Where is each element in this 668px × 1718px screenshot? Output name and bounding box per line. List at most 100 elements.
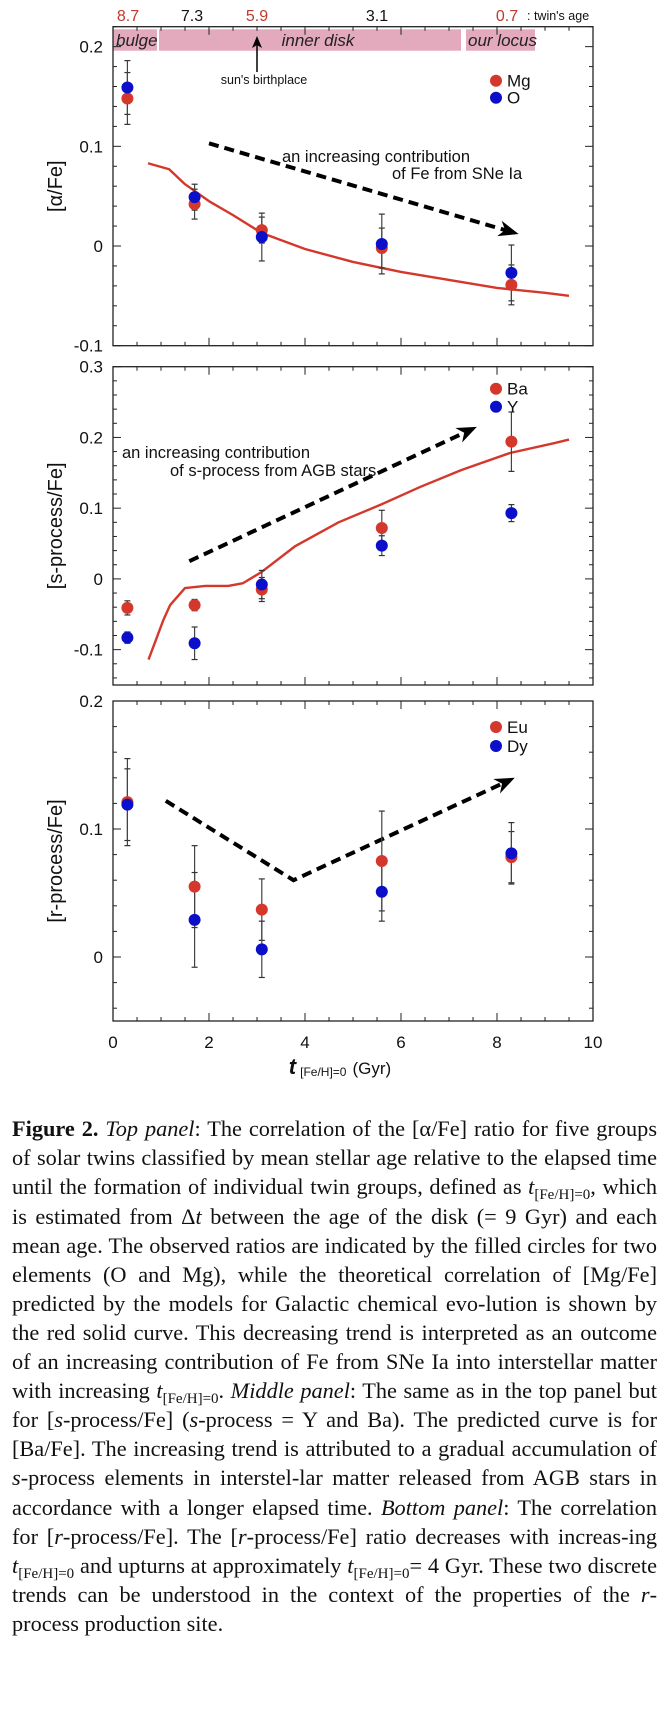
y-tick-label: 0 (94, 570, 103, 589)
figure-caption: Figure 2. Top panel: The correlation of … (12, 1114, 657, 1638)
y-axis-title: [s-process/Fe] (45, 462, 67, 589)
region-label: inner disk (282, 31, 356, 50)
data-point-ba (505, 435, 518, 448)
caption-text: Bottom panel (380, 1494, 504, 1520)
y-tick-label: 0.1 (79, 820, 103, 839)
legend-label: Y (507, 398, 518, 417)
x-tick-label: 4 (300, 1033, 309, 1052)
data-point-ba (188, 599, 201, 612)
y-axis-title: [α/Fe] (45, 160, 67, 212)
twin-age-label: 0.7 (496, 8, 518, 25)
caption-text: : The same as in the top panel but for [ (12, 1378, 657, 1433)
data-point-o (375, 238, 388, 251)
y-tick-label: 0.2 (79, 692, 103, 711)
twin-age-label: 8.7 (117, 8, 139, 25)
caption-text: -process = Y and Ba). The predicted curv… (12, 1407, 657, 1462)
trend-arrow-line (188, 430, 466, 564)
caption-text: [Fe/H]=0 (534, 1187, 591, 1204)
twin-age-axis-label: : twin's age (527, 9, 589, 23)
caption-text: t (528, 1174, 535, 1200)
caption-text: t (12, 1552, 19, 1578)
data-point-mg (121, 92, 134, 105)
trend-annotation: of s-process from AGB stars (170, 462, 376, 480)
data-point-eu (375, 855, 388, 867)
caption-text: [Fe/H]=0 (18, 1565, 75, 1582)
data-point-y (505, 507, 518, 520)
x-tick-label: 10 (584, 1033, 603, 1052)
y-tick-label: 0.1 (79, 499, 103, 518)
data-point-dy (255, 943, 268, 956)
caption-text: t (195, 1203, 202, 1229)
data-point-dy (188, 913, 201, 926)
legend-label: Mg (507, 72, 531, 91)
legend-marker (490, 91, 502, 104)
caption-text: [Fe/H]=0 (162, 1391, 219, 1408)
plot-frame (112, 366, 594, 686)
y-tick-label: 0.2 (79, 38, 103, 57)
legend-label: Eu (507, 718, 528, 737)
caption-text: s (12, 1465, 21, 1491)
data-point-y (255, 578, 268, 591)
panel-3: 0 0.1 0.2 [r-process/Fe] 0 2 4 6 8 10 t [Fe/H]=0 (Gy… (45, 692, 602, 1079)
panel-2: -0.1 0 0.1 0.2 0.3 [s-process/Fe] an increasin… (45, 358, 594, 686)
data-point-y (121, 631, 134, 644)
caption-text: -process/Fe]. The [ (62, 1523, 238, 1549)
caption-text: s (54, 1407, 63, 1433)
data-point-o (505, 266, 518, 279)
y-tick-label: 0.2 (79, 428, 103, 447)
data-point-dy (505, 847, 518, 860)
sun-birthplace-label: sun's birthplace (221, 73, 308, 87)
data-point-y (188, 637, 201, 650)
data-point-y (375, 539, 388, 552)
model-curve (147, 438, 570, 660)
caption-text: between the age of the disk (= 9 Gyr) an… (12, 1203, 657, 1404)
caption-text: -process elements in interstel-lar matte… (12, 1465, 657, 1520)
x-axis-var: t (289, 1054, 298, 1079)
caption-text: -process production site. (12, 1581, 657, 1636)
caption-text: Middle panel (230, 1378, 350, 1404)
data-point-o (121, 81, 134, 94)
y-tick-label: 0.1 (79, 137, 103, 156)
trend-arrow-head (497, 220, 519, 237)
model-curve (147, 162, 570, 298)
y-tick-label: 0 (94, 237, 103, 256)
region-label: bulge (116, 31, 158, 50)
twin-age-label: 5.9 (246, 8, 268, 25)
caption-label: Figure 2. (12, 1116, 99, 1142)
caption-text: , which is estimated from Δ (12, 1174, 658, 1229)
panel-1: bulge inner disk our locus -0.1 0 0.1 0.2 [α/Fe… (45, 8, 594, 356)
region-band (113, 29, 157, 51)
trend-annotation: of Fe from SNe Ia (392, 165, 523, 183)
trend-arrow-line (164, 781, 503, 883)
data-point-o (255, 231, 268, 244)
y-tick-label: -0.1 (74, 641, 103, 660)
data-point-ba (121, 601, 134, 614)
x-tick-label: 8 (492, 1033, 501, 1052)
y-tick-label: 0.3 (79, 358, 103, 377)
caption-text: and upturns at approximately (74, 1552, 348, 1578)
legend-label: O (507, 89, 520, 108)
legend-marker (490, 74, 502, 87)
data-point-mg (505, 278, 518, 291)
x-axis-sub: [Fe/H]=0 (300, 1065, 347, 1079)
caption-text: : The correlation for [ (12, 1494, 657, 1549)
trend-annotation: an increasing contribution (282, 148, 470, 166)
region-label: our locus (468, 31, 537, 50)
y-axis-title: [r-process/Fe] (45, 799, 67, 922)
legend-marker (490, 740, 502, 752)
twin-age-label: 7.3 (181, 8, 203, 25)
legend-label: Ba (507, 380, 528, 399)
x-tick-label: 0 (108, 1033, 117, 1052)
trend-arrow-head (455, 426, 477, 443)
data-point-eu (255, 903, 268, 916)
caption-text: r (237, 1523, 247, 1549)
caption-text: -process/Fe] ( (63, 1407, 190, 1433)
caption-text: [Fe/H]=0 (353, 1565, 410, 1582)
x-axis-title: t [Fe/H]=0 (Gyr) (289, 1054, 391, 1079)
trend-annotation: an increasing contribution (122, 444, 310, 462)
trend-arrow-line (208, 141, 506, 233)
twin-age-label: 3.1 (366, 8, 388, 25)
legend-marker (490, 400, 502, 413)
caption-text: t (347, 1552, 354, 1578)
x-tick-label: 2 (204, 1033, 213, 1052)
